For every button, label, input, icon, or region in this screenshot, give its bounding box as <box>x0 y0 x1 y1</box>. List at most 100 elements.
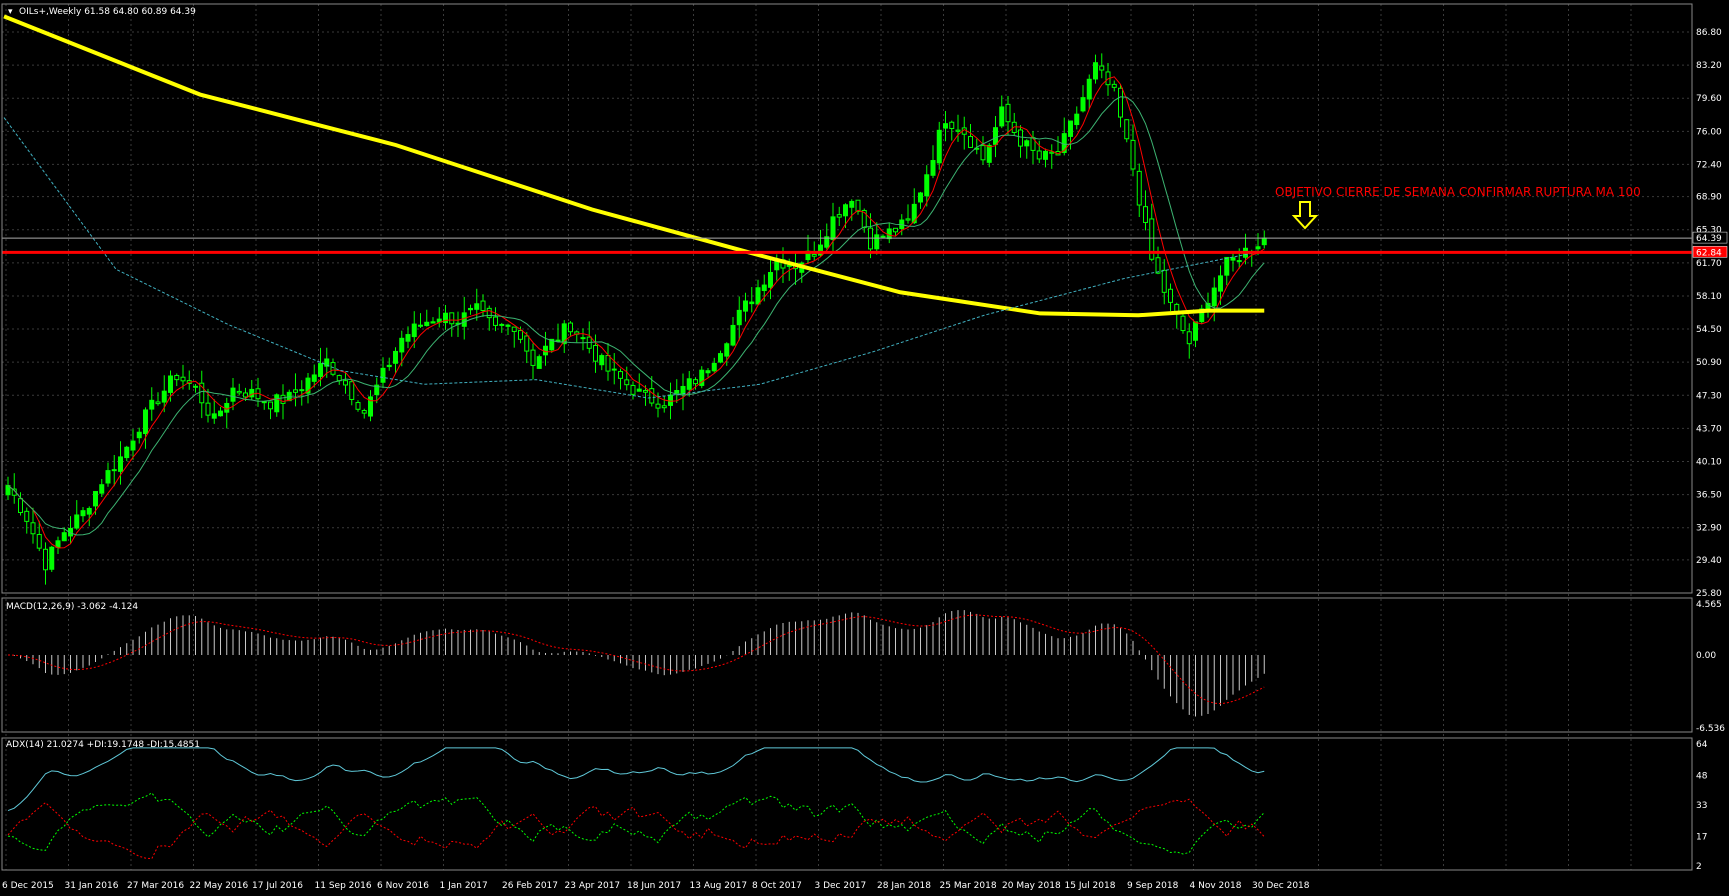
candle-bear <box>630 385 636 395</box>
candle-bear <box>449 312 455 325</box>
candle-bear <box>593 344 598 362</box>
candle-bull <box>680 385 686 395</box>
candle-bull <box>886 228 892 240</box>
price-tick-label: 83.20 <box>1696 61 1722 71</box>
price-tick-label: 76.00 <box>1696 127 1722 137</box>
candle-bull <box>724 343 730 357</box>
candle-bear <box>1236 260 1242 263</box>
candle-bull <box>86 507 92 515</box>
candle-bull <box>1230 257 1236 261</box>
candle-bull <box>736 309 742 326</box>
candle-bear <box>855 199 861 212</box>
panel-frame-0 <box>1 3 1693 594</box>
candle-bull <box>61 532 67 542</box>
candle-bull <box>386 364 392 368</box>
candle-bear <box>280 394 286 404</box>
candle-bull <box>1255 246 1261 250</box>
candle-bull <box>943 123 948 129</box>
candle-bull <box>880 235 886 238</box>
price-tick-label: 40.10 <box>1696 457 1722 467</box>
candle-bull <box>1193 321 1198 341</box>
candle-bear <box>1130 139 1136 170</box>
candle-bear <box>1118 87 1123 118</box>
candle-bull <box>674 390 680 394</box>
candle-bull <box>461 312 467 327</box>
candle-bull <box>274 394 280 413</box>
x-tick-label: 1 Jan 2017 <box>440 881 488 891</box>
x-tick-label: 31 Jan 2016 <box>65 881 119 891</box>
macd-title: MACD(12,26,9) -3.062 -4.124 <box>6 602 138 612</box>
candle-bull <box>705 370 711 374</box>
candle-bear <box>1111 83 1117 88</box>
candle-bull <box>430 321 436 324</box>
candle-bull <box>761 284 767 292</box>
candle-bull <box>124 446 130 459</box>
macd-tick-label: 0.00 <box>1696 651 1716 661</box>
chart-title: ▾ OILs+,Weekly 61.58 64.80 60.89 64.39 <box>8 7 196 17</box>
candle-bull <box>986 144 992 163</box>
candle-bull <box>230 387 236 402</box>
adx-tick-label: 48 <box>1696 771 1708 781</box>
candle-bear <box>905 218 911 221</box>
candle-bull <box>211 413 217 419</box>
price-tick-label: 25.80 <box>1696 589 1722 599</box>
candle-bear <box>580 337 586 340</box>
candle-bear <box>480 300 486 312</box>
price-tick-label: 47.30 <box>1696 391 1722 401</box>
candle-bull <box>1199 308 1205 323</box>
candle-bear <box>955 129 961 132</box>
annotation-text: OBJETIVO CIERRE DE SEMANA CONFIRMAR RUPT… <box>1275 185 1641 199</box>
price-tick-label: 86.80 <box>1696 28 1722 38</box>
candle-bear <box>486 307 492 319</box>
candle-bull <box>668 394 673 406</box>
down-arrow-icon <box>1291 201 1319 230</box>
candle-bear <box>618 371 623 379</box>
candle-bull <box>536 356 542 369</box>
candle-bear <box>1161 269 1167 293</box>
candle-bull <box>1218 275 1223 292</box>
candle-bear <box>199 382 205 404</box>
candle-bear <box>1005 103 1011 123</box>
candle-bull <box>555 339 561 342</box>
candle-bull <box>424 321 430 327</box>
candle-bear <box>1124 119 1130 140</box>
candle-bear <box>205 402 211 416</box>
candle-bull <box>193 385 198 388</box>
candle-bull <box>743 300 748 312</box>
macd-signal-line <box>7 614 1265 705</box>
candle-bull <box>105 470 111 484</box>
candle-bear <box>511 326 517 332</box>
candle-bull <box>711 362 717 372</box>
axes: 86.80 83.20 79.60 76.00 72.40 68.90 65.30 61.70… <box>1 3 1728 891</box>
candle-bear <box>861 209 867 229</box>
candle-bear <box>43 548 48 571</box>
candle-bull <box>1211 287 1217 307</box>
candle-bull <box>786 264 792 267</box>
candle-bull <box>49 546 55 570</box>
candle-bull <box>699 369 705 386</box>
candle-bear <box>811 253 817 257</box>
candle-bear <box>605 355 611 372</box>
adx-tick-label: 64 <box>1696 740 1708 750</box>
candle-bear <box>1180 315 1186 332</box>
candle-bull <box>443 312 448 324</box>
macd-panel <box>7 610 1265 717</box>
candle-bull <box>99 484 105 494</box>
candle-bear <box>624 379 630 386</box>
candle-bull <box>161 390 167 403</box>
candle-bull <box>768 272 773 288</box>
candle-bear <box>18 498 23 514</box>
x-tick-label: 9 Sep 2018 <box>1127 881 1179 891</box>
macd-tick-label: 4.565 <box>1696 600 1722 610</box>
candle-bear <box>30 522 36 535</box>
candle-bull <box>830 216 836 241</box>
candle-bull <box>80 510 86 517</box>
candle-bull <box>549 338 555 351</box>
price-title: OILs+,Weekly 61.58 64.80 60.89 64.39 <box>19 7 196 17</box>
candle-bull <box>505 324 511 327</box>
candle-bull <box>599 355 605 366</box>
plus-di-line <box>7 792 1265 855</box>
candle-bull <box>843 204 848 217</box>
candle-bear <box>661 405 667 409</box>
